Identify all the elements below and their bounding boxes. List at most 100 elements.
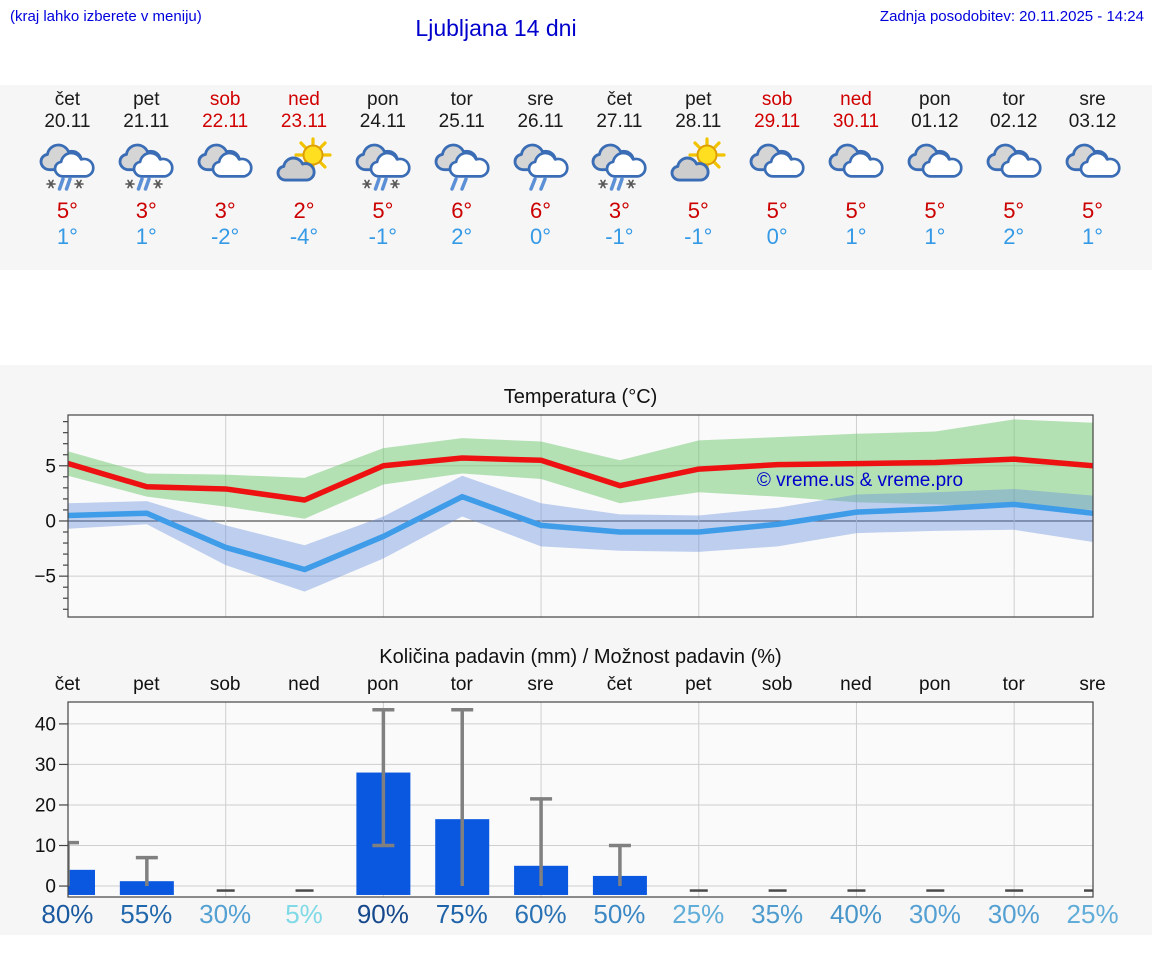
precip-day-label: sre: [1079, 674, 1106, 695]
precip-zero-mark: [1005, 889, 1024, 892]
forecast-day: pon 01.12 5° 1°: [895, 88, 974, 250]
precip-probability: 80%: [41, 899, 94, 929]
precip-day-label: pon: [367, 674, 399, 695]
min-temp-line: [68, 493, 1093, 573]
precip-day-label: pet: [685, 674, 712, 695]
precip-plot-area: [68, 702, 1093, 897]
high-temp: 3°: [608, 198, 630, 223]
day-date: 23.11: [280, 111, 328, 132]
low-temp: -1°: [684, 224, 713, 249]
high-temp: 6°: [530, 198, 552, 223]
precipitation-probability-row: 80% 55% 30% 5% 90% 75% 60% 50% 25% 35% 40% 30% 30% 25…: [28, 899, 1132, 930]
day-date: 20.11: [44, 111, 91, 132]
y-tick-label: 5: [45, 456, 56, 477]
high-temp: 5°: [766, 198, 788, 223]
high-temp: 5°: [1003, 198, 1025, 223]
last-update-timestamp: Zadnja posodobitev: 20.11.2025 - 14:24: [879, 8, 1144, 25]
high-temp: 2°: [293, 198, 315, 223]
precip-day-label: pon: [919, 674, 951, 695]
precip-bar: [119, 881, 174, 895]
precipitation-chart-title: Količina padavin (mm) / Možnost padavin …: [379, 646, 782, 668]
day-date: 03.12: [1068, 111, 1117, 132]
day-date: 02.12: [989, 111, 1038, 132]
precip-probability: 40%: [829, 899, 883, 929]
precip-zero-mark: [295, 889, 314, 892]
forecast-day: pet 28.11 5° -1°: [659, 88, 738, 250]
precip-probability: 50%: [593, 899, 646, 929]
forecast-day: tor 25.11 6° 2°: [422, 88, 501, 250]
precip-zero-mark: [926, 889, 945, 892]
forecast-day: tor 02.12 5° 2°: [974, 88, 1053, 250]
low-temp: 1°: [135, 224, 157, 249]
precip-zero-mark: [216, 889, 235, 892]
precip-probability: 90%: [356, 899, 409, 929]
precip-day-label: čet: [606, 674, 633, 695]
y-tick-label: 40: [35, 714, 56, 735]
precip-probability: 60%: [514, 899, 567, 929]
precip-day-label: ned: [840, 674, 872, 695]
low-temp: 2°: [1003, 224, 1025, 249]
high-temp: 3°: [135, 198, 157, 223]
low-temp: -2°: [210, 224, 240, 249]
y-tick-label: 0: [45, 511, 56, 532]
day-name: sre: [1079, 89, 1106, 110]
precip-probability: 30%: [199, 899, 252, 929]
day-date: 29.11: [754, 111, 801, 132]
precip-probability: 30%: [908, 899, 961, 929]
precip-probability: 25%: [1066, 899, 1119, 929]
high-temp: 5°: [845, 198, 867, 223]
low-temp: -4°: [289, 224, 319, 249]
precip-zero-mark: [768, 889, 787, 892]
precip-plot-border: [67, 701, 1094, 898]
y-tick-label: 10: [35, 836, 56, 857]
forecast-day: sob 22.11 3° -2°: [186, 88, 265, 250]
precip-series: [68, 707, 1093, 895]
precip-probability: 5%: [285, 899, 323, 929]
high-temp: 5°: [372, 198, 394, 223]
temperature-chart-title: Temperatura (°C): [503, 386, 658, 408]
day-date: 26.11: [517, 111, 564, 132]
precip-y-axis: 0 10 20 30 40: [35, 714, 68, 898]
precip-day-label: tor: [450, 674, 473, 695]
precip-probability: 35%: [751, 899, 804, 929]
precip-day-label: ned: [288, 674, 320, 695]
day-name: sre: [527, 89, 554, 110]
forecast-day: sob 29.11 5° 0°: [738, 88, 817, 250]
low-temp: 1°: [845, 224, 867, 249]
day-name: čet: [606, 89, 633, 110]
page-title: Ljubljana 14 dni: [415, 15, 577, 41]
precip-day-label: sob: [209, 674, 241, 695]
low-temp: 1°: [1082, 224, 1104, 249]
day-name: pet: [133, 89, 160, 110]
y-tick-label: 30: [35, 755, 56, 776]
precip-zero-mark: [1084, 889, 1093, 892]
precip-zero-mark: [847, 889, 866, 892]
location-hint: (kraj lahko izberete v meniju): [10, 8, 202, 25]
precip-probability: 30%: [987, 899, 1040, 929]
day-date: 24.11: [359, 111, 406, 132]
temp-y-axis: 5 0 −5: [34, 421, 68, 610]
forecast-strip-background: [0, 85, 1152, 270]
low-temp: 0°: [766, 224, 788, 249]
forecast-strip: čet 20.11 5° 1° pet 21.11 3° 1° sob 22.11 3° -2° ned…: [28, 88, 1132, 250]
precip-day-label: pet: [133, 674, 160, 695]
day-date: 22.11: [202, 111, 249, 132]
day-date: 21.11: [123, 111, 170, 132]
day-name: sob: [761, 89, 793, 110]
precip-day-label: tor: [1002, 674, 1025, 695]
high-temp: 5°: [687, 198, 709, 223]
temp-plot-border: [67, 414, 1094, 618]
high-temp: 5°: [924, 198, 946, 223]
day-name: ned: [288, 89, 320, 110]
y-tick-label: 20: [35, 795, 56, 816]
precip-probability: 55%: [120, 899, 173, 929]
high-temp: 6°: [451, 198, 473, 223]
y-tick-label: 0: [45, 877, 56, 898]
forecast-day: ned 30.11 5° 1°: [817, 88, 896, 250]
low-temp: 2°: [451, 224, 473, 249]
high-temp: 5°: [56, 198, 78, 223]
day-name: tor: [450, 89, 473, 110]
precipitation-day-labels: čet pet sob ned pon tor sre čet pet sob ned pon tor s…: [28, 674, 1132, 696]
